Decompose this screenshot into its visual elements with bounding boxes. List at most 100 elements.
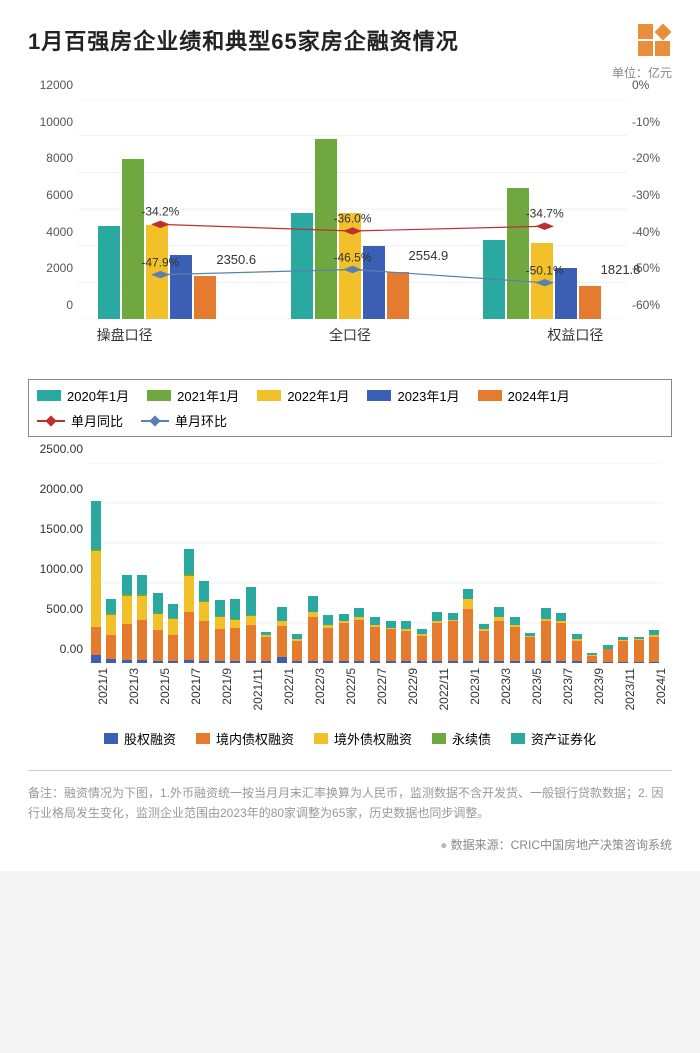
- stacked-bar: [618, 637, 628, 663]
- ytick-chart2: 1500.00: [28, 522, 83, 536]
- month-label: 2021/7: [189, 668, 203, 705]
- month-label: 2022/9: [406, 668, 420, 705]
- stacked-bar: [323, 615, 333, 663]
- yoy-label: -34.2%: [141, 205, 179, 219]
- bar: [483, 240, 505, 319]
- yoy-label: -34.7%: [526, 207, 564, 221]
- legend-item: 2024年1月: [478, 386, 570, 405]
- stacked-bar: [494, 607, 504, 663]
- ytick-right: -60%: [632, 298, 672, 312]
- ytick-chart2: 2500.00: [28, 442, 83, 456]
- stacked-bar: [603, 645, 613, 663]
- legend-chart2: 股权融资境内债权融资境外债权融资永续债资产证券化: [28, 729, 672, 748]
- ytick-left: 10000: [28, 115, 73, 129]
- stacked-bar: [137, 575, 147, 663]
- stacked-bar: [541, 608, 551, 663]
- category-label: 全口径: [270, 325, 430, 345]
- legend-item: 境内债权融资: [196, 729, 294, 748]
- stacked-bar: [230, 599, 240, 663]
- stacked-bar: [587, 653, 597, 663]
- month-label: 2022/7: [375, 668, 389, 705]
- stacked-bar: [339, 614, 349, 663]
- bar: [579, 286, 601, 319]
- stacked-bar: [525, 633, 535, 663]
- stacked-bar: [199, 581, 209, 663]
- month-label: 2024/1: [654, 668, 668, 705]
- stacked-bar: [401, 621, 411, 663]
- ytick-right: -20%: [632, 151, 672, 165]
- month-label: 2022/5: [344, 668, 358, 705]
- month-label: 2023/11: [623, 668, 637, 711]
- stacked-bar: [354, 608, 364, 663]
- stacked-bar: [292, 634, 302, 663]
- stacked-bar: [386, 621, 396, 663]
- data-source: 数据来源：CRIC中国房地产决策咨询系统: [28, 836, 672, 853]
- legend-item: 单月环比: [141, 411, 227, 430]
- month-label: 2023/1: [468, 668, 482, 705]
- plot-area-1: -34.2%-36.0%-34.7%-47.9%-46.5%-50.1%2350…: [78, 99, 627, 319]
- month-label: 2021/9: [220, 668, 234, 705]
- page-title: 1月百强房企业绩和典型65家房企融资情况: [28, 24, 459, 56]
- ytick-right: -40%: [632, 225, 672, 239]
- bar: [531, 243, 553, 319]
- legend-item: 永续债: [432, 729, 491, 748]
- y-axis-chart2: 0.00500.001000.001500.002000.002500.00: [28, 463, 83, 663]
- stacked-bar: [510, 617, 520, 663]
- category-label: 权益口径: [495, 325, 655, 345]
- y-axis-left: 020004000600080001000012000: [28, 99, 73, 319]
- bar: [146, 225, 168, 319]
- stacked-bar: [556, 613, 566, 663]
- ytick-left: 6000: [28, 188, 73, 202]
- plot-area-2: 2021/12021/32021/52021/72021/92021/11202…: [88, 463, 662, 663]
- month-label: 2021/5: [158, 668, 172, 705]
- stacked-bar: [153, 593, 163, 663]
- infographic-page: 1月百强房企业绩和典型65家房企融资情况 单位：亿元 0200040006000…: [0, 0, 700, 871]
- stacked-bar: [261, 632, 271, 663]
- legend-chart1: 2020年1月2021年1月2022年1月2023年1月2024年1月单月同比单…: [28, 379, 672, 437]
- month-label: 2022/11: [437, 668, 451, 711]
- ytick-left: 4000: [28, 225, 73, 239]
- mom-label: -50.1%: [526, 263, 564, 277]
- stacked-bar: [432, 612, 442, 663]
- legend-item: 股权融资: [104, 729, 176, 748]
- ytick-right: -30%: [632, 188, 672, 202]
- stacked-bar: [122, 575, 132, 663]
- stacked-bar: [463, 589, 473, 663]
- bar: [315, 139, 337, 319]
- month-label: 2022/3: [313, 668, 327, 705]
- month-label: 2021/3: [127, 668, 141, 705]
- value-label: 1821.8: [601, 262, 641, 277]
- bar: [122, 159, 144, 319]
- stacked-bar: [370, 617, 380, 663]
- chart-top100-performance: 020004000600080001000012000 0%-10%-20%-3…: [28, 99, 672, 437]
- month-label: 2022/1: [282, 668, 296, 705]
- stacked-bar: [308, 596, 318, 663]
- ytick-right: -10%: [632, 115, 672, 129]
- stacked-bar: [277, 607, 287, 663]
- month-label: 2023/3: [499, 668, 513, 705]
- y-axis-right: 0%-10%-20%-30%-40%-50%-60%: [632, 99, 672, 319]
- bar: [194, 276, 216, 319]
- ytick-chart2: 0.00: [28, 642, 83, 656]
- ytick-left: 12000: [28, 78, 73, 92]
- yoy-label: -36.0%: [333, 211, 371, 225]
- footnote: 备注：融资情况为下图，1.外币融资统一按当月月末汇率换算为人民币，监测数据不含开…: [28, 770, 672, 824]
- legend-item: 境外债权融资: [314, 729, 412, 748]
- category-label: 操盘口径: [45, 325, 205, 345]
- legend-item: 2023年1月: [367, 386, 459, 405]
- stacked-bar: [168, 604, 178, 663]
- stacked-bar: [184, 549, 194, 663]
- mom-label: -47.9%: [141, 255, 179, 269]
- stacked-bar: [479, 624, 489, 663]
- bar: [291, 213, 313, 319]
- stacked-bar: [634, 637, 644, 663]
- chart-financing: 0.00500.001000.001500.002000.002500.00 2…: [28, 463, 672, 748]
- header: 1月百强房企业绩和典型65家房企融资情况: [28, 24, 672, 58]
- legend-item: 单月同比: [37, 411, 123, 430]
- unit-label: 单位：亿元: [28, 64, 672, 81]
- legend-item: 2020年1月: [37, 386, 129, 405]
- stacked-bar: [417, 629, 427, 663]
- ytick-chart2: 1000.00: [28, 562, 83, 576]
- legend-item: 2022年1月: [257, 386, 349, 405]
- ytick-left: 8000: [28, 151, 73, 165]
